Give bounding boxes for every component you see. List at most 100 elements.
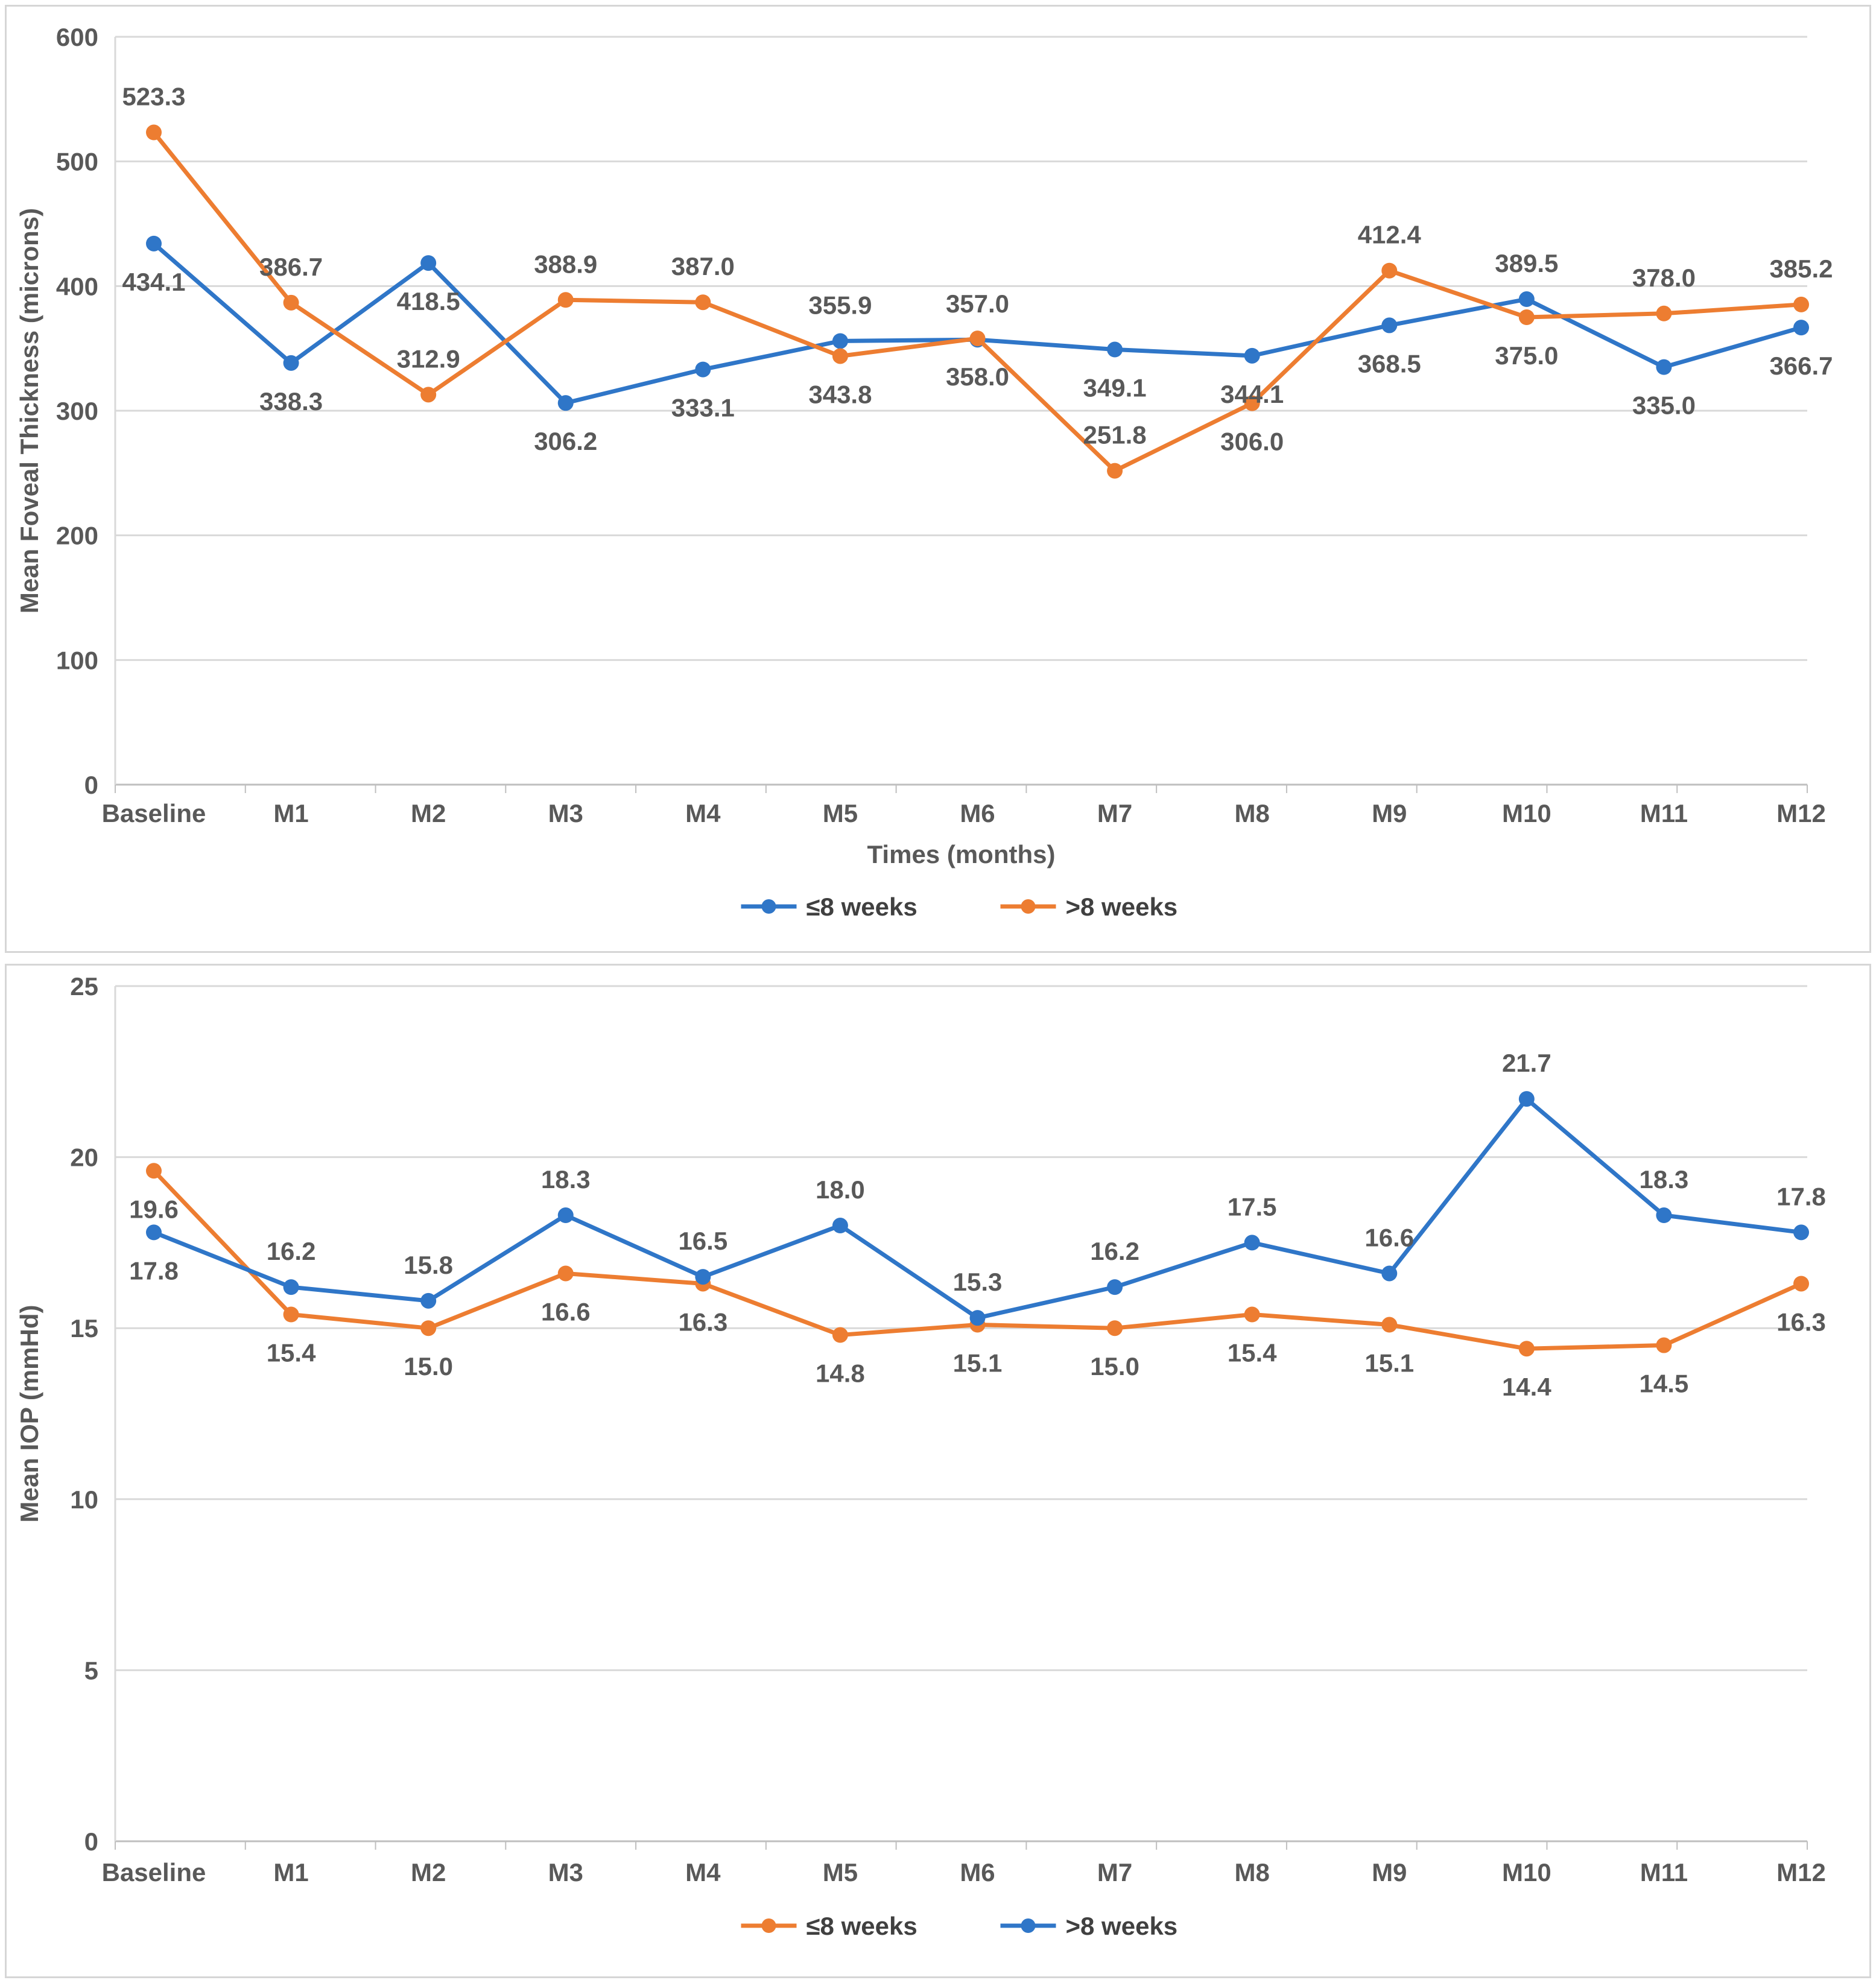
category-label: M10	[1502, 799, 1551, 827]
data-point	[146, 1163, 162, 1179]
y-tick-label: 600	[56, 23, 98, 51]
data-point	[1656, 1337, 1672, 1353]
data-point	[1244, 395, 1260, 411]
data-point	[557, 1265, 574, 1282]
data-label: 17.5	[1228, 1192, 1277, 1221]
legend-marker-dot	[761, 899, 776, 914]
category-label: Baseline	[102, 799, 206, 827]
data-point	[1244, 347, 1260, 364]
data-label: 17.8	[1776, 1182, 1826, 1210]
data-label: 18.3	[1640, 1165, 1689, 1194]
data-label: 355.9	[808, 291, 872, 319]
data-point	[420, 255, 437, 271]
data-label: 388.9	[534, 250, 597, 278]
category-label: M2	[411, 1858, 446, 1887]
category-label: M8	[1234, 1858, 1269, 1887]
category-label: M11	[1640, 1858, 1688, 1887]
data-point	[832, 348, 848, 364]
axis-title-x: Times (months)	[867, 840, 1056, 868]
data-point	[1656, 305, 1672, 321]
data-point	[832, 1218, 848, 1234]
category-label: M9	[1372, 799, 1407, 827]
data-label: 434.1	[122, 268, 185, 296]
data-label: 18.0	[816, 1175, 865, 1204]
data-point	[1381, 1265, 1398, 1282]
data-point	[1107, 1279, 1123, 1295]
category-label: M8	[1234, 799, 1269, 827]
data-point	[1518, 291, 1535, 308]
axis-title-y: Mean IOP (mmHd)	[15, 1305, 43, 1523]
data-point	[832, 1327, 848, 1343]
legend-marker-dot	[1021, 899, 1036, 914]
data-label: 14.8	[816, 1359, 865, 1388]
data-label: 368.5	[1358, 349, 1421, 378]
data-point	[832, 333, 848, 349]
category-label: M4	[685, 1858, 721, 1887]
data-label: 357.0	[946, 289, 1009, 318]
data-label: 418.5	[397, 287, 460, 315]
data-label: 14.4	[1502, 1373, 1551, 1401]
data-point	[557, 1207, 574, 1224]
legend-marker-dot	[1021, 1918, 1036, 1933]
axis-title-y: Mean Foveal Thickness (microns)	[15, 208, 43, 613]
data-point	[1518, 309, 1535, 325]
y-tick-label: 25	[70, 972, 98, 1001]
y-tick-label: 0	[84, 771, 98, 799]
y-tick-label: 500	[56, 148, 98, 176]
category-label: M1	[273, 799, 308, 827]
data-point	[1381, 262, 1398, 279]
legend-label: >8 weeks	[1066, 1912, 1178, 1940]
data-label: 16.5	[678, 1227, 727, 1255]
y-tick-label: 5	[84, 1656, 98, 1684]
category-label: M6	[960, 1858, 995, 1887]
category-label: M9	[1372, 1858, 1407, 1887]
legend-label: >8 weeks	[1066, 893, 1178, 921]
chart-panel-foveal-thickness: 600 500 400 300 200 100 0 Baseline M1 M2 M3 M4 M5 M6 M…	[5, 5, 1871, 953]
data-label: 15.0	[404, 1352, 453, 1381]
data-label: 366.7	[1769, 352, 1833, 380]
category-label: M12	[1776, 799, 1826, 827]
data-point	[1656, 359, 1672, 375]
category-label: Baseline	[102, 1858, 206, 1887]
data-label: 16.3	[678, 1308, 727, 1336]
data-label: 338.3	[259, 387, 323, 416]
data-label: 15.8	[404, 1251, 453, 1279]
data-point	[283, 1306, 299, 1323]
data-label: 14.5	[1640, 1370, 1689, 1398]
data-label: 21.7	[1502, 1049, 1551, 1077]
data-point	[1107, 341, 1123, 358]
y-tick-label: 0	[84, 1827, 98, 1856]
legend-label: ≤8 weeks	[806, 893, 917, 921]
data-label: 16.3	[1776, 1308, 1826, 1336]
data-point	[283, 1279, 299, 1295]
category-label: M3	[548, 799, 583, 827]
data-label: 15.0	[1090, 1352, 1139, 1381]
legend-marker-dot	[761, 1918, 776, 1933]
data-label: 15.4	[1228, 1339, 1277, 1367]
data-label: 312.9	[397, 344, 460, 373]
data-label: 343.8	[808, 380, 872, 408]
data-label: 385.2	[1769, 255, 1833, 283]
data-label: 17.8	[129, 1256, 179, 1285]
y-tick-label: 15	[70, 1314, 98, 1343]
data-point	[1381, 317, 1398, 334]
category-label: M1	[273, 1858, 308, 1887]
data-label: 15.1	[1364, 1349, 1414, 1377]
data-label: 375.0	[1495, 341, 1558, 370]
data-label: 18.3	[541, 1165, 591, 1194]
data-label: 16.6	[541, 1297, 591, 1326]
data-label: 349.1	[1083, 374, 1147, 402]
category-label: M4	[685, 799, 721, 827]
data-point	[146, 124, 162, 141]
y-tick-label: 400	[56, 272, 98, 300]
data-label: 19.6	[129, 1195, 179, 1223]
data-label: 306.2	[534, 427, 597, 455]
data-point	[1793, 320, 1809, 336]
data-point	[969, 1310, 986, 1326]
chart-panel-iop: 25 20 15 10 5 0 Baseline M1 M2 M3 M4 M5 M6 M7 M8 M9 M10 M…	[5, 964, 1871, 1978]
data-point	[1244, 1306, 1260, 1323]
data-label: 335.0	[1632, 391, 1696, 420]
y-tick-label: 300	[56, 397, 98, 425]
